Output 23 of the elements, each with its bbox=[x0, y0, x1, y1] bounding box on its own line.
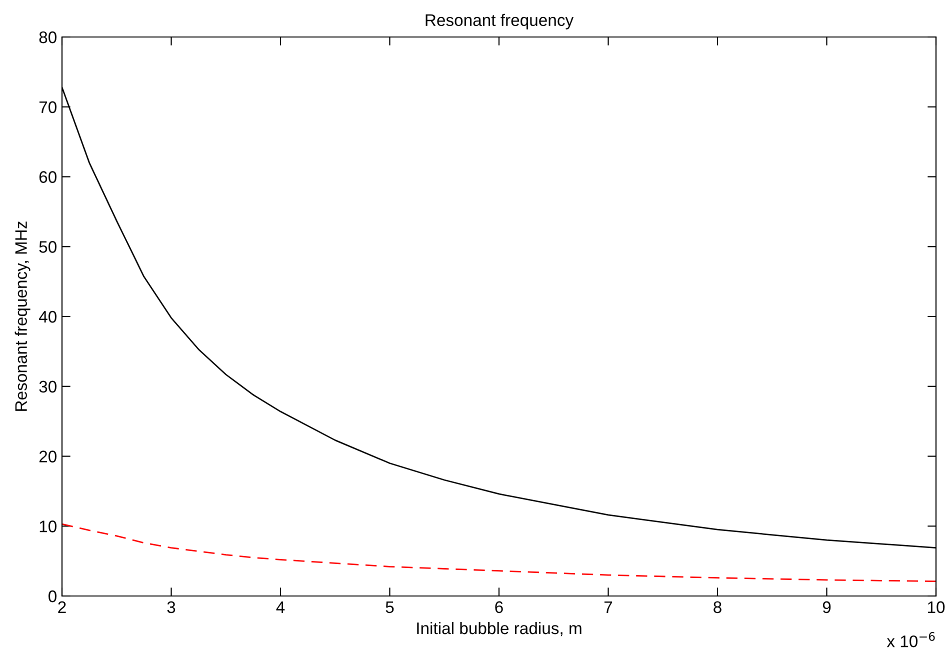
y-tick-label: 80 bbox=[39, 31, 56, 44]
x-tick-label: 6 bbox=[495, 601, 503, 614]
y-tick-label: 70 bbox=[39, 101, 56, 114]
y-tick-label: 50 bbox=[39, 241, 56, 253]
y-tick-label: 30 bbox=[39, 380, 56, 393]
x-tick-label: 3 bbox=[167, 601, 176, 614]
x-tick-label: 7 bbox=[604, 601, 612, 613]
text: x 10$^{−6}$ bbox=[886, 632, 935, 648]
y-tick-label: 10 bbox=[40, 520, 56, 532]
x-tick-label: 10 bbox=[928, 601, 945, 614]
x-tick-label: 8 bbox=[714, 601, 722, 614]
x-tick-label: 9 bbox=[822, 601, 831, 614]
x-axis-title: Initial bubble radius, m bbox=[417, 622, 582, 636]
y-tick-label: 60 bbox=[39, 171, 56, 183]
y-tick-label: 0 bbox=[48, 590, 56, 602]
chart-title: Resonant frequency bbox=[426, 14, 574, 30]
x-tick-label: 4 bbox=[276, 601, 285, 613]
y-tick-label: 20 bbox=[39, 450, 56, 462]
y-axis-title: Resonant frequency, MHz bbox=[14, 222, 30, 411]
y-tick-label: 40 bbox=[38, 310, 56, 323]
x-tick-label: 2 bbox=[58, 601, 66, 613]
x-tick-label: 5 bbox=[386, 601, 394, 614]
line-series bbox=[62, 523, 936, 582]
